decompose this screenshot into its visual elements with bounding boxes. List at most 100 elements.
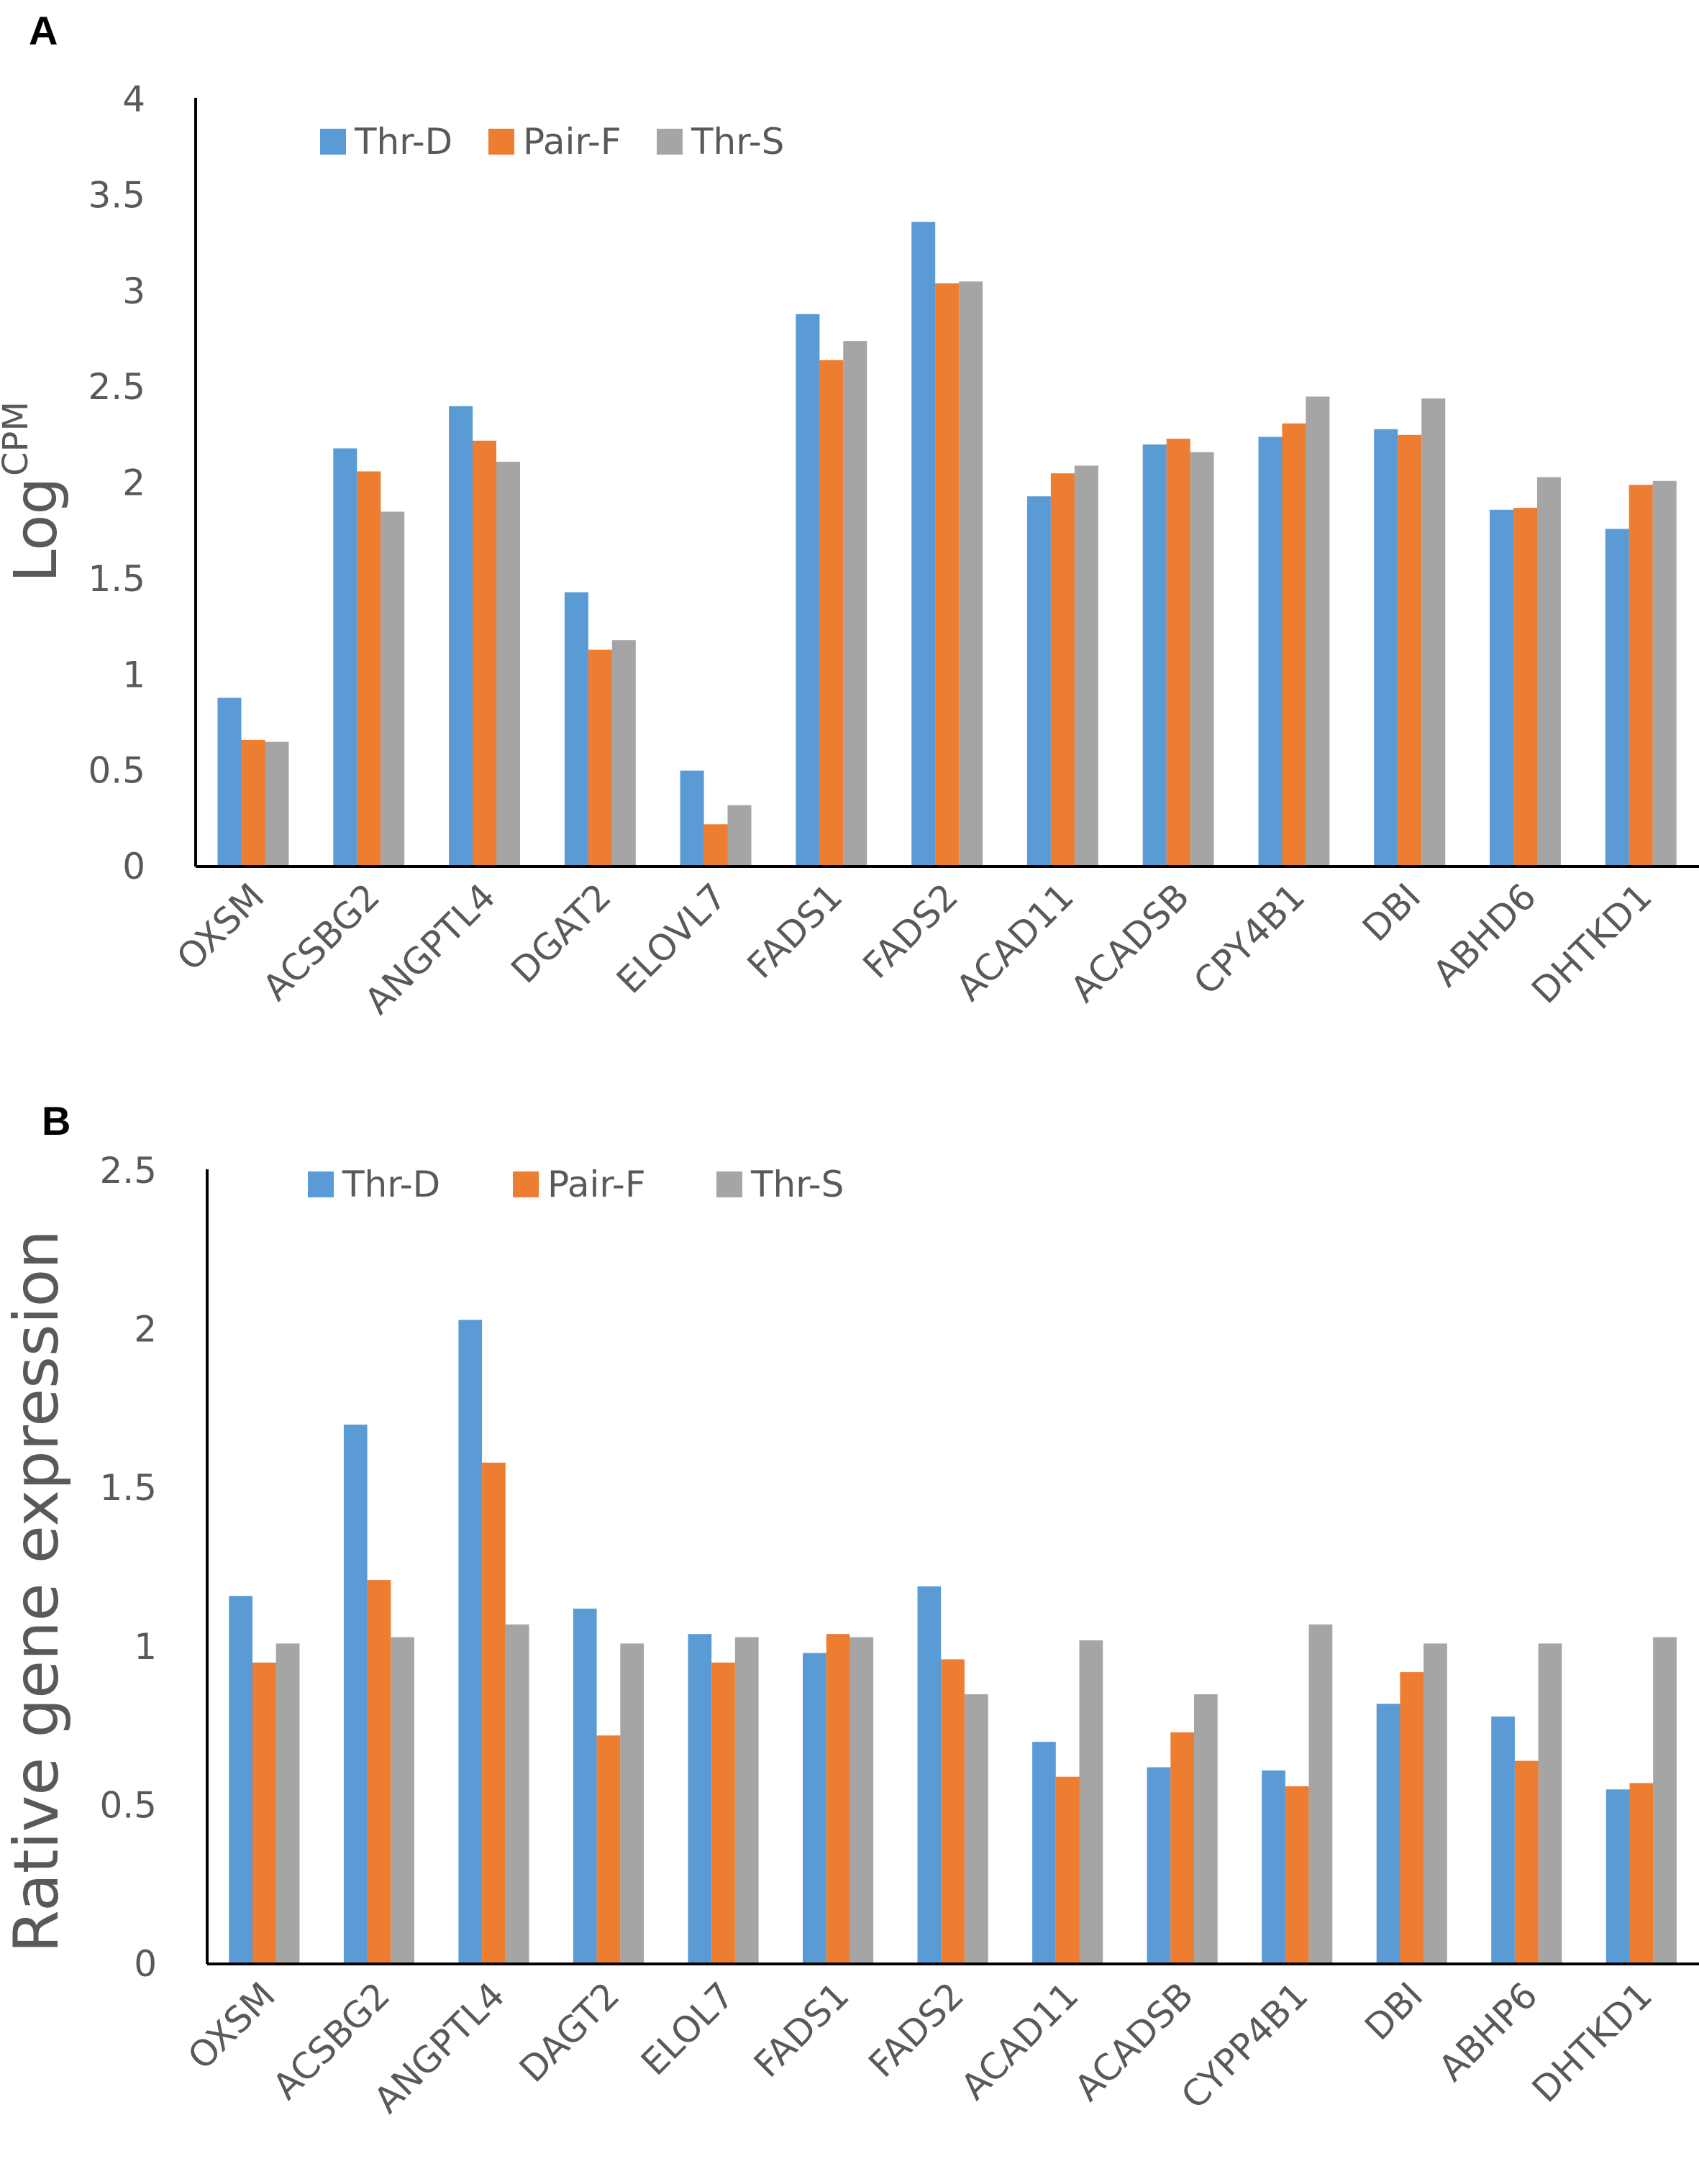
panel-a-bar-pair-f-fads1 [819, 360, 844, 867]
panel-b-bar-pair-f-acadsb [1170, 1732, 1194, 1964]
panel-a-bar-thr-d-dgat2 [564, 592, 588, 867]
panel-b-bar-thr-s-cypp4b1 [1308, 1624, 1333, 1964]
panel-a-bar-thr-d-elovl7 [680, 770, 704, 867]
panel-b-bar-thr-s-fads1 [850, 1637, 874, 1964]
panel-a-category-label: CPY4B1 [1185, 875, 1313, 1002]
panel-a-letter: A [29, 8, 58, 53]
panel-b-bar-thr-d-cypp4b1 [1262, 1770, 1285, 1964]
panel-a-legend-swatch-pair-f [488, 129, 514, 155]
panel-b-ytick-label: 2.5 [99, 1150, 157, 1192]
panel-a-bar-pair-f-oxsm [241, 739, 265, 867]
panel-a-bar-thr-d-dhtkd1 [1605, 529, 1629, 867]
panel-a-ytick-label: 0.5 [88, 750, 145, 792]
panel-b-bar-pair-f-abhp6 [1514, 1760, 1539, 1964]
panel-b-bar-thr-d-acadsb [1147, 1767, 1171, 1964]
panel-a-bar-thr-s-dgat2 [611, 640, 636, 867]
panel-a-y-axis-superscript: CPM [0, 401, 36, 476]
panel-b-legend-swatch-thr-s [716, 1171, 742, 1197]
panel-a-bar-pair-f-dbi [1398, 434, 1422, 867]
panel-a-bar-thr-d-oxsm [217, 698, 242, 867]
panel-a-y-axis-title: Log [2, 478, 70, 582]
panel-a-legend-label-pair-f: Pair-F [523, 121, 621, 163]
panel-b-bar-pair-f-acad11 [1055, 1776, 1080, 1964]
panel-b-bar-thr-d-oxsm [229, 1596, 252, 1964]
panel-a-ytick-label: 3 [122, 270, 145, 312]
panel-a-bar-thr-d-acadsb [1142, 444, 1167, 867]
panel-a-bar-thr-d-fads2 [911, 221, 936, 867]
panel-b-bar-pair-f-dhtkd1 [1629, 1783, 1654, 1964]
panel-b-legend-label-thr-s: Thr-S [750, 1164, 844, 1205]
panel-a-bar-pair-f-cpy4b1 [1282, 423, 1306, 867]
panel-b-bar-thr-s-acad11 [1079, 1640, 1103, 1964]
panel-a-category-label: ELOVL7 [609, 875, 734, 1001]
panel-a-ytick-label: 1.5 [88, 558, 145, 600]
panel-b-letter: B [42, 1098, 70, 1143]
panel-a-legend-label-thr-d: Thr-D [354, 121, 452, 163]
panel-b-bar-thr-d-fads1 [803, 1653, 826, 1964]
panel-b-ytick-label: 1.5 [99, 1467, 157, 1509]
panel-a-legend-swatch-thr-d [320, 129, 346, 155]
panel-a-category-label: FADS2 [855, 875, 966, 986]
panel-a-legend-label-thr-s: Thr-S [691, 121, 784, 163]
panel-b-category-label: DBI [1357, 1974, 1431, 2048]
panel-b-ytick-label: 1 [134, 1626, 157, 1668]
panel-b-bar-thr-s-dagt2 [620, 1643, 644, 1964]
panel-a-ytick-label: 0 [122, 846, 145, 887]
panel-a-bar-thr-d-angptl4 [449, 406, 473, 867]
panel-b-y-axis-label: Rative gene expression [1, 1230, 73, 1952]
panel-b-bar-pair-f-dbi [1400, 1672, 1424, 1964]
panel-a-bar-pair-f-acadsb [1166, 439, 1190, 867]
panel-a-bar-thr-s-acsbg2 [381, 511, 405, 867]
panel-a-bar-thr-d-fads1 [796, 314, 820, 867]
panel-a-category-label: DBI [1354, 875, 1429, 949]
panel-b-bar-thr-d-dhtkd1 [1605, 1789, 1630, 1964]
panel-b-legend-label-pair-f: Pair-F [547, 1164, 646, 1205]
panel-b-bar-thr-d-dbi [1376, 1704, 1400, 1964]
panel-a-bar-thr-s-fads1 [843, 341, 867, 867]
panel-b-category-label: OXSM [180, 1974, 283, 2078]
panel-b-bar-pair-f-fads2 [941, 1659, 965, 1964]
panel-a-bar-thr-s-elovl7 [727, 805, 752, 867]
panel-a-bar-pair-f-acsbg2 [357, 471, 381, 867]
panel-a-bar-thr-s-dbi [1421, 398, 1446, 867]
panel-a-bar-pair-f-dhtkd1 [1629, 485, 1653, 867]
panel-b-bar-thr-s-dhtkd1 [1653, 1637, 1677, 1964]
panel-b-category-label: ABHP6 [1431, 1974, 1546, 2089]
panel-b-bar-pair-f-acsbg2 [367, 1580, 391, 1964]
panel-b-bar-thr-s-elol7 [734, 1637, 759, 1964]
panel-b-ytick-label: 0.5 [99, 1784, 157, 1826]
panel-a-category-label: OXSM [169, 875, 273, 979]
panel-b-bar-thr-d-abhp6 [1491, 1716, 1515, 1964]
panel-b-bar-thr-d-acad11 [1032, 1742, 1056, 1964]
panel-b-bar-pair-f-oxsm [252, 1662, 276, 1964]
panel-a-bar-pair-f-elovl7 [703, 824, 728, 867]
panel-b-category-label: ELOL7 [633, 1974, 742, 2083]
panel-b-ytick-label: 2 [134, 1309, 157, 1351]
panel-b-bar-thr-d-fads2 [917, 1586, 942, 1964]
panel-a-category-label: DGAT2 [504, 875, 619, 991]
panel-b-legend-label-thr-d: Thr-D [342, 1164, 440, 1205]
panel-b-bar-pair-f-cypp4b1 [1285, 1786, 1309, 1964]
panel-b-category-label: DHTKD1 [1524, 1974, 1660, 2110]
panel-a-category-label: ABHD6 [1425, 875, 1544, 995]
panel-b-category-label: DAGT2 [511, 1974, 627, 2090]
panel-a-bar-thr-s-cpy4b1 [1306, 396, 1330, 867]
panel-b-bar-thr-s-angptl4 [505, 1624, 529, 1964]
panel-b-category-label: FADS1 [746, 1974, 857, 2085]
panel-a-ytick-label: 2.5 [88, 366, 145, 408]
panel-a-bar-thr-d-abhd6 [1490, 509, 1513, 867]
panel-b-bar-thr-d-elol7 [688, 1634, 712, 1964]
panel-a-bar-pair-f-fads2 [935, 283, 960, 867]
panel-b-category-label: ACAD11 [953, 1974, 1087, 2108]
panel-b-bar-thr-s-oxsm [275, 1643, 300, 1964]
panel-b-category-label: FADS2 [861, 1974, 972, 2085]
panel-b-ytick-label: 0 [134, 1943, 157, 1985]
panel-a-bar-pair-f-abhd6 [1513, 508, 1537, 867]
panel-a-bar-thr-d-cpy4b1 [1258, 437, 1283, 867]
panel-b-bar-thr-d-dagt2 [573, 1608, 597, 1964]
panel-b-bar-thr-d-acsbg2 [343, 1425, 368, 1964]
panel-a-bar-thr-d-acad11 [1026, 496, 1051, 867]
panel-a-bar-pair-f-angptl4 [473, 440, 496, 867]
